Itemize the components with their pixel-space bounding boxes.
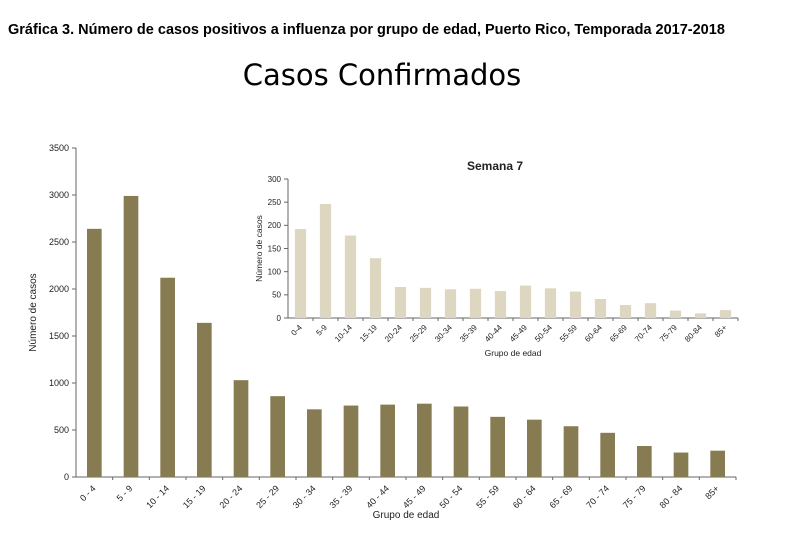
main-x-tick-label: 65 - 69 [548,483,575,510]
inset-x-tick-label: 75-79 [658,323,679,344]
main-y-tick-label: 2500 [49,237,69,247]
inset-x-tick-label: 0-4 [289,323,304,338]
main-x-tick-label: 20 - 24 [218,483,245,510]
main-x-tick-label: 55 - 59 [474,483,501,510]
inset-bar [519,285,532,318]
inset-y-axis-label: Número de casos [254,215,264,282]
main-x-tick-label: 75 - 79 [621,483,648,510]
inset-bar [294,229,307,318]
inset-bar [419,287,432,318]
main-bar [160,277,175,477]
inset-bar [569,291,582,318]
inset-x-tick-label: 60-64 [583,323,604,344]
main-bar [600,432,615,477]
inset-x-tick-label: 35-39 [458,323,479,344]
inset-bar [594,299,607,318]
inset-bar [319,204,332,318]
main-x-tick-label: 45 - 49 [401,483,428,510]
inset-bar [444,289,457,318]
inset-y-tick-label: 150 [268,244,282,253]
main-y-tick-label: 3500 [49,143,69,153]
main-bar [563,426,579,477]
main-x-tick-label: 35 - 39 [328,483,355,510]
inset-x-tick-label: 20-24 [383,323,404,344]
inset-x-tick-label: 30-34 [433,323,454,344]
main-y-tick-label: 500 [54,425,69,435]
main-bar [233,380,249,477]
main-x-tick-label: 10 - 14 [144,483,171,510]
main-x-tick-label: 15 - 19 [181,483,208,510]
main-x-tick-label: 30 - 34 [291,483,318,510]
inset-bar [544,288,557,318]
inset-bar [644,303,657,318]
main-x-tick-label: 50 - 54 [438,483,465,510]
inset-bar [344,235,357,318]
inset-x-tick-label: 10-14 [333,323,354,344]
main-bar [307,409,322,477]
main-bar [270,396,285,477]
inset-bar [694,313,707,318]
main-y-tick-label: 1500 [49,331,69,341]
main-x-tick-label: 85+ [703,483,721,501]
main-bar [380,404,395,477]
chart-caption: Gráfica 3. Número de casos positivos a i… [8,22,725,38]
inset-bar [369,258,382,318]
inset-x-tick-label: 40-44 [483,323,504,344]
main-x-tick-label: 40 - 44 [364,483,391,510]
inset-x-tick-label: 65-69 [608,323,629,344]
main-bar [343,405,359,477]
inset-bar [469,288,482,318]
inset-x-tick-label: 15-19 [358,323,379,344]
inset-x-tick-label: 70-74 [633,323,654,344]
inset-x-axis-label: Grupo de edad [485,348,542,358]
main-x-tick-label: 5 - 9 [115,483,135,503]
main-bar [87,228,102,477]
inset-chart: 0 50 100 150 200 250 300 0-4 5-9 10-14 15-19 20-24 2… [254,159,739,358]
inset-x-tick-label: 80-84 [683,323,704,344]
main-x-tick-label: 25 - 29 [254,483,281,510]
inset-y-tick-label: 0 [277,314,282,323]
main-y-tick-label: 0 [64,472,69,482]
inset-x-tick-label: 85+ [713,323,729,339]
inset-x-tick-label: 50-54 [533,323,554,344]
main-y-tick-label: 2000 [49,284,69,294]
inset-x-tick-label: 25-29 [408,323,429,344]
main-bar [417,403,432,477]
inset-bar [619,305,632,318]
inset-y-tick-label: 200 [268,221,282,230]
main-bar [490,416,505,477]
inset-y-tick-label: 250 [268,198,282,207]
main-bar [197,322,212,477]
main-bar [453,406,469,477]
main-y-tick-label: 1000 [49,378,69,388]
inset-x-tick-label: 55-59 [558,323,579,344]
inset-bar [494,291,507,318]
main-y-axis-label: Número de casos [28,273,39,351]
main-bar [123,195,139,477]
inset-chart-title: Semana 7 [467,159,523,173]
main-bar [637,445,652,477]
main-bar [527,419,542,477]
main-x-tick-label: 80 - 84 [658,483,685,510]
inset-y-tick-label: 50 [272,291,281,300]
main-x-axis-label: Grupo de edad [373,510,440,521]
main-y-tick-label: 3000 [49,190,69,200]
inset-bar [719,310,732,318]
main-x-tick-label: 0 - 4 [78,483,98,503]
main-x-tick-label: 60 - 64 [511,483,538,510]
inset-y-tick-label: 100 [268,267,282,276]
main-bar [673,452,689,477]
main-x-tick-label: 70 - 74 [584,483,611,510]
inset-x-tick-label: 45-49 [508,323,529,344]
inset-bar [669,310,682,318]
inset-y-tick-label: 300 [268,175,282,184]
main-bar [710,450,725,477]
inset-x-tick-label: 5-9 [314,323,329,338]
inset-bar [394,286,407,318]
main-chart-title: Casos Confirmados [242,58,522,92]
